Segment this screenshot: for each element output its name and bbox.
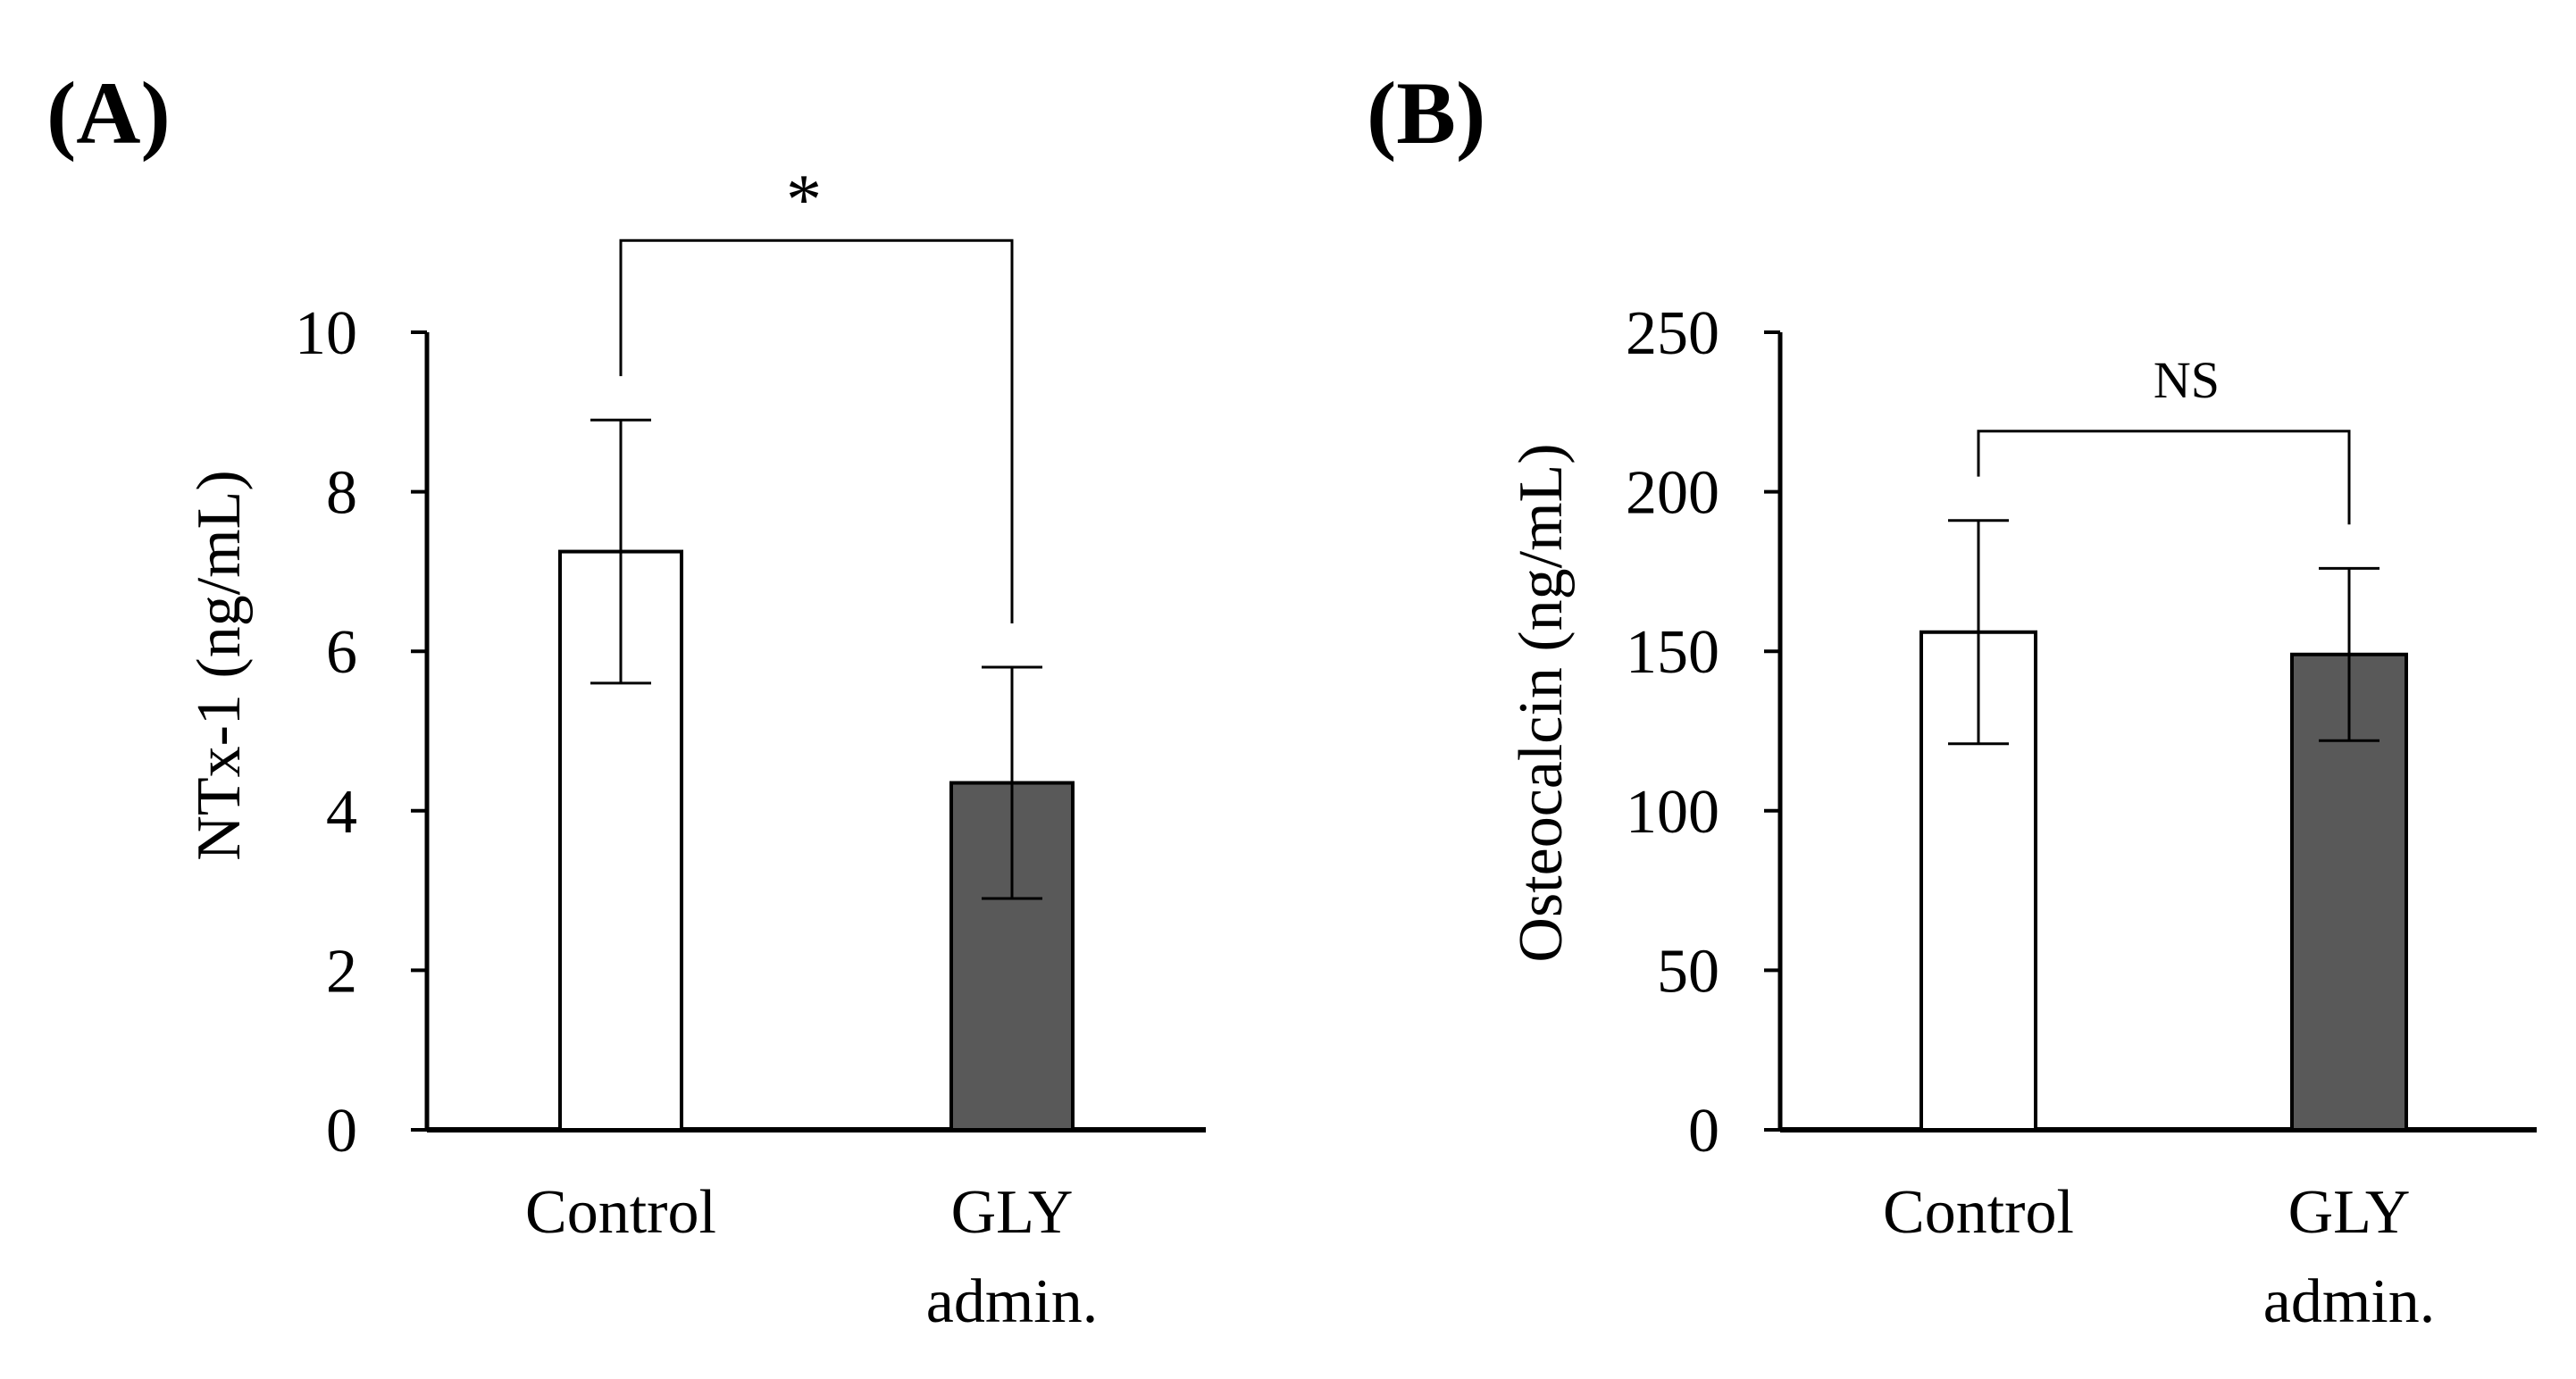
panel-a-y-axis-title: NTx-1 (ng/mL) [185,470,254,860]
panel-b-x-label-gly: GLY [2288,1178,2411,1247]
panel-b: (B) Osteocalcin (ng/mL) 0 50 100 150 200… [1367,63,2435,1336]
panel-b-y-tick-label: 50 [1657,937,1719,1006]
panel-b-y-tick-label: 150 [1626,618,1719,687]
panel-b-y-tick-label: 0 [1688,1097,1719,1166]
panel-b-label: (B) [1367,63,1485,163]
panel-a-x-label-gly-admin: admin. [926,1267,1098,1336]
panel-a-y-tick-label: 2 [326,937,357,1006]
panel-b-significance-bracket [1977,430,2351,525]
panel-b-y-tick-labels: 0 50 100 150 200 250 [1626,299,1719,1166]
panel-b-y-axis-title: Osteocalcin (ng/mL) [1507,443,1576,962]
panel-a: (A) NTx-1 (ng/mL) 0 2 4 6 8 10 Control G… [46,63,1098,1336]
panel-b-x-label-control: Control [1883,1178,2074,1247]
panel-a-label: (A) [46,63,171,163]
panel-a-y-tick-label: 4 [326,778,357,847]
panel-b-significance-label: NS [2154,351,2220,409]
panel-a-significance-label: * [786,161,822,239]
panel-a-y-tick-labels: 0 2 4 6 8 10 [295,299,357,1166]
panel-a-x-label-gly: GLY [951,1178,1074,1247]
chart-marks [411,238,2537,1132]
panel-b-x-label-gly-admin: admin. [2263,1267,2435,1336]
panel-a-y-tick-label: 8 [326,459,357,528]
panel-b-y-tick-label: 200 [1626,459,1719,528]
panel-b-y-tick-label: 100 [1626,778,1719,847]
panel-b-y-tick-label: 250 [1626,299,1719,368]
panel-a-x-label-control: Control [525,1178,716,1247]
panel-a-y-tick-label: 6 [326,618,357,687]
panel-a-significance-bracket [619,238,1014,623]
panel-a-y-tick-label: 10 [295,299,357,368]
panel-a-y-tick-label: 0 [326,1097,357,1166]
